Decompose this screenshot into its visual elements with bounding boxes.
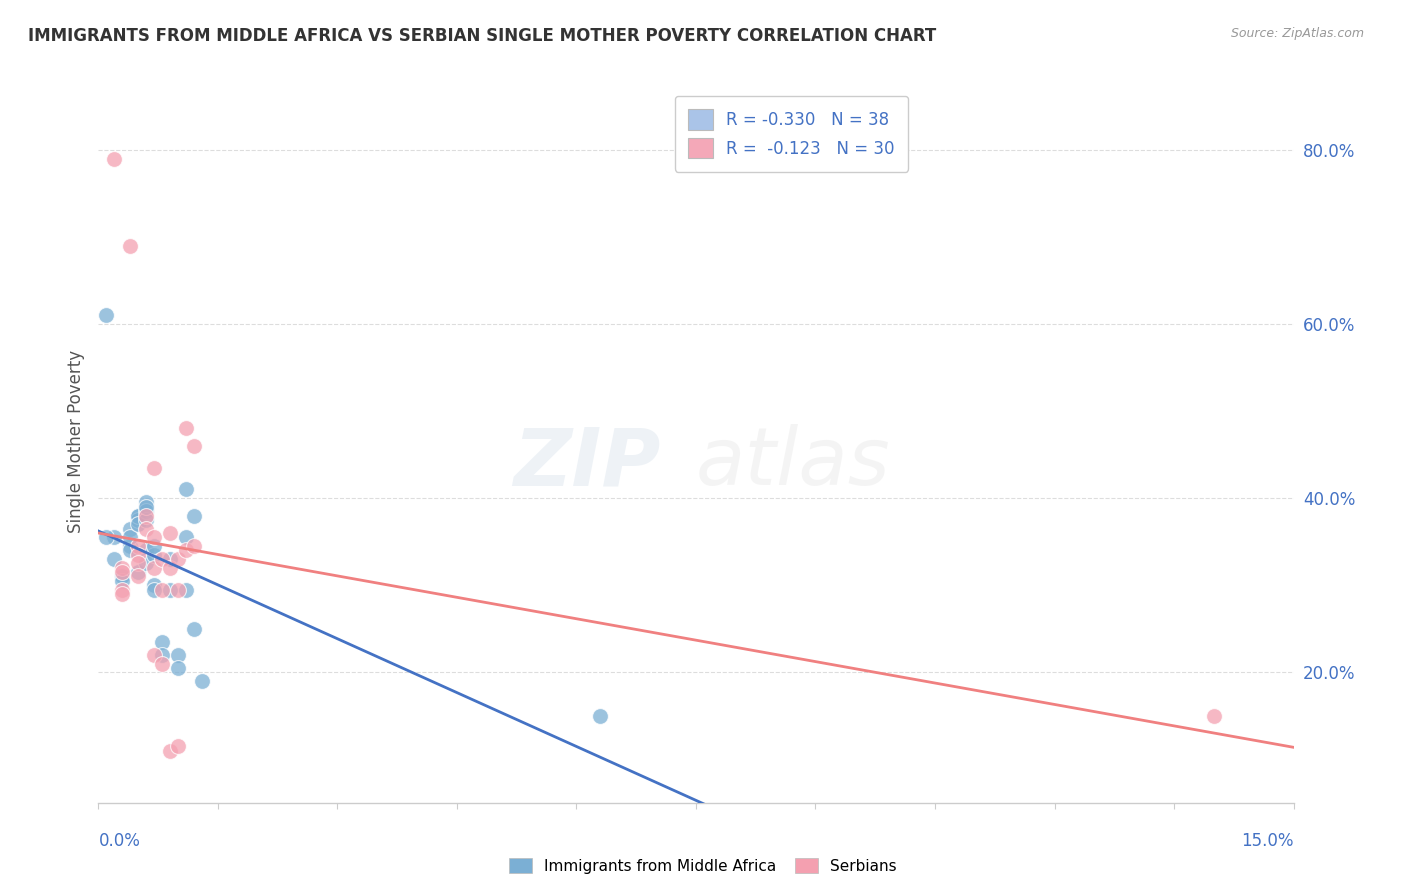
Point <box>167 582 190 597</box>
Point <box>127 548 149 562</box>
Point <box>111 574 134 588</box>
Point <box>120 543 142 558</box>
Point <box>127 539 149 553</box>
Point <box>111 587 134 601</box>
Point <box>167 739 190 754</box>
Point <box>135 495 157 509</box>
Point <box>96 530 118 544</box>
Point <box>103 530 125 544</box>
Point <box>143 460 166 475</box>
Text: atlas: atlas <box>696 425 891 502</box>
Point <box>174 530 197 544</box>
Point <box>143 539 166 553</box>
Point <box>150 634 173 648</box>
Point <box>183 508 205 523</box>
Legend: R = -0.330   N = 38, R =  -0.123   N = 30: R = -0.330 N = 38, R = -0.123 N = 30 <box>675 95 908 171</box>
Point <box>143 548 166 562</box>
Y-axis label: Single Mother Poverty: Single Mother Poverty <box>66 350 84 533</box>
Point <box>103 552 125 566</box>
Text: IMMIGRANTS FROM MIDDLE AFRICA VS SERBIAN SINGLE MOTHER POVERTY CORRELATION CHART: IMMIGRANTS FROM MIDDLE AFRICA VS SERBIAN… <box>28 27 936 45</box>
Point <box>135 504 157 518</box>
Point <box>135 508 157 523</box>
Point <box>143 648 166 662</box>
Point <box>103 152 125 166</box>
Point <box>167 552 190 566</box>
Point <box>174 483 197 497</box>
Point <box>111 569 134 583</box>
Point <box>127 565 149 579</box>
Point <box>127 508 149 523</box>
Point <box>127 508 149 523</box>
Text: 0.0%: 0.0% <box>98 832 141 850</box>
Point <box>191 673 214 688</box>
Point <box>120 238 142 252</box>
Point <box>120 539 142 553</box>
Point <box>174 582 197 597</box>
Point <box>159 743 181 757</box>
Point <box>127 569 149 583</box>
Legend: Immigrants from Middle Africa, Serbians: Immigrants from Middle Africa, Serbians <box>503 852 903 880</box>
Point <box>167 648 190 662</box>
Point <box>1202 708 1225 723</box>
Point <box>135 513 157 527</box>
Point <box>111 565 134 579</box>
Point <box>135 557 157 571</box>
Text: 15.0%: 15.0% <box>1241 832 1294 850</box>
Point <box>150 657 173 671</box>
Point <box>135 543 157 558</box>
Point <box>183 622 205 636</box>
Point <box>135 500 157 514</box>
Text: ZIP: ZIP <box>513 425 661 502</box>
Point <box>120 530 142 544</box>
Point <box>111 582 134 597</box>
Point <box>174 421 197 435</box>
Point <box>159 561 181 575</box>
Point <box>183 539 205 553</box>
Point <box>127 513 149 527</box>
Point <box>159 582 181 597</box>
Text: Source: ZipAtlas.com: Source: ZipAtlas.com <box>1230 27 1364 40</box>
Point <box>96 308 118 322</box>
Point <box>143 582 166 597</box>
Point <box>150 552 173 566</box>
Point <box>127 557 149 571</box>
Point <box>150 582 173 597</box>
Point <box>167 661 190 675</box>
Point <box>111 561 134 575</box>
Point <box>589 708 612 723</box>
Point <box>143 561 166 575</box>
Point <box>174 543 197 558</box>
Point <box>159 552 181 566</box>
Point <box>135 522 157 536</box>
Point <box>120 522 142 536</box>
Point <box>143 578 166 592</box>
Point <box>183 439 205 453</box>
Point <box>150 648 173 662</box>
Point <box>159 525 181 540</box>
Point <box>127 517 149 532</box>
Point <box>143 530 166 544</box>
